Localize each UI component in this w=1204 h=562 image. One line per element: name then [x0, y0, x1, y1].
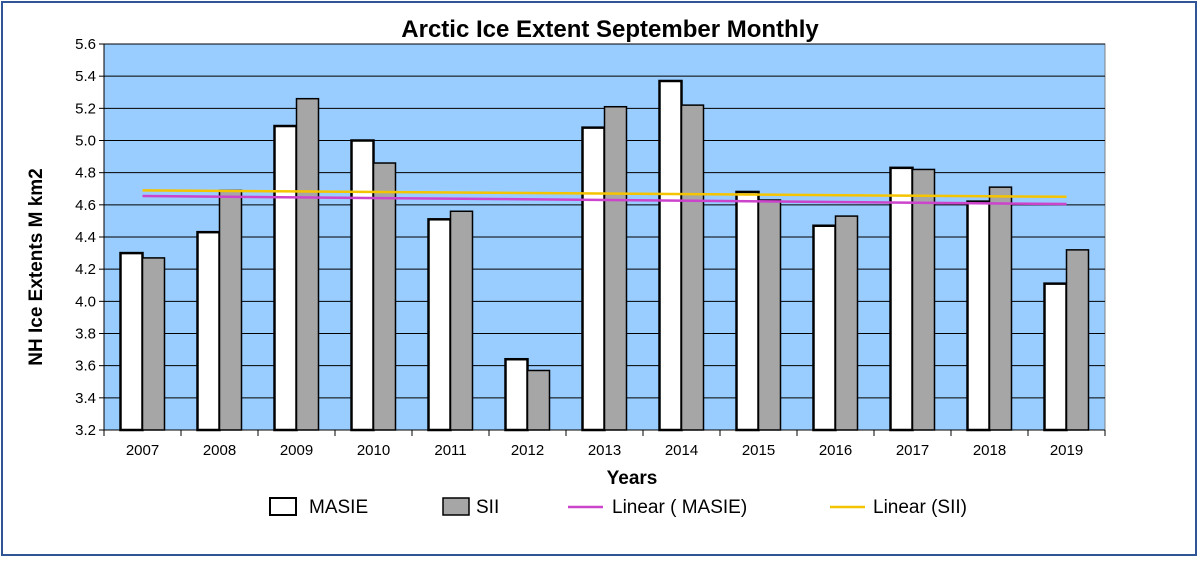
- bar-sii-2016: [834, 215, 859, 431]
- x-tick-label: 2008: [203, 442, 236, 459]
- x-tick-label: 2009: [280, 442, 313, 459]
- trendlines: [142, 189, 1067, 206]
- bar-sii-2010: [372, 162, 397, 431]
- x-tick-label: 2012: [511, 442, 544, 459]
- bar-sii-2009: [295, 97, 320, 431]
- x-tick-label: 2015: [742, 442, 775, 459]
- x-axis-ticks: 2007 2008 2009 2010 2011 2012 2013 2014 2015 2016…: [103, 429, 1106, 459]
- bar-sii-2007: [141, 257, 166, 431]
- bar-masie-2018: [966, 200, 991, 432]
- legend-swatch-sii: [442, 497, 470, 516]
- bar-sii-2019: [1065, 249, 1090, 431]
- chart-title: Arctic Ice Extent September Monthly: [401, 16, 819, 43]
- bar-masie-2014: [658, 79, 683, 432]
- bar-masie-2010: [350, 139, 375, 432]
- legend-label-sii: SII: [476, 497, 499, 518]
- y-axis-label: NH Ice Extents M km2: [26, 168, 47, 365]
- bar-masie-2013: [581, 126, 606, 432]
- x-tick-label: 2010: [357, 442, 390, 459]
- x-tick-label: 2011: [434, 442, 466, 459]
- y-tick-label: 5.4: [75, 68, 96, 85]
- bar-sii-2018: [988, 186, 1013, 431]
- x-tick-label: 2019: [1050, 442, 1083, 459]
- bar-masie-2019: [1043, 282, 1068, 432]
- bar-sii-2013: [603, 105, 628, 431]
- bar-masie-2009: [273, 124, 298, 432]
- x-tick-label: 2013: [588, 442, 621, 459]
- y-tick-label: 3.2: [75, 422, 96, 439]
- bar-masie-2011: [427, 218, 452, 432]
- bar-masie-2015: [735, 190, 760, 432]
- bar-sii-2012: [526, 369, 551, 431]
- x-tick-label: 2017: [896, 442, 929, 459]
- bar-masie-2017: [889, 166, 914, 432]
- trendline-linear-sii: [142, 189, 1067, 199]
- bar-masie-2008: [196, 230, 221, 432]
- bar-masie-2016: [812, 224, 837, 432]
- x-tick-label: 2016: [819, 442, 852, 459]
- x-tick-label: 2014: [665, 442, 698, 459]
- legend-label-linear-sii: Linear (SII): [873, 497, 967, 518]
- bar-masie-2007: [119, 251, 144, 432]
- x-tick-label: 2007: [126, 442, 159, 459]
- trendline-linear-masie: [142, 194, 1067, 206]
- legend-label-masie: MASIE: [309, 497, 368, 518]
- bars: [119, 79, 1090, 432]
- bar-masie-2012: [504, 357, 529, 432]
- y-tick-label: 4.8: [75, 165, 96, 182]
- y-tick-label: 3.6: [75, 358, 96, 375]
- y-axis-ticks: 3.2 3.4 3.6 3.8 4.0 4.2 4.4 4.6 4.8 5.0 5.2 5.4 5.6: [75, 36, 105, 439]
- legend: MASIE SII Linear ( MASIE) Linear (SII): [269, 497, 967, 518]
- bar-sii-2008: [218, 189, 243, 431]
- y-tick-label: 4.2: [75, 261, 96, 278]
- legend-swatch-masie: [269, 497, 297, 516]
- bar-sii-2014: [680, 104, 705, 431]
- y-tick-label: 5.6: [75, 36, 96, 53]
- bar-sii-2015: [757, 199, 782, 431]
- bar-sii-2011: [449, 210, 474, 431]
- y-tick-label: 4.4: [75, 229, 96, 246]
- y-tick-label: 4.6: [75, 197, 96, 214]
- bar-sii-2017: [911, 168, 936, 431]
- y-tick-label: 4.0: [75, 293, 96, 310]
- y-tick-label: 3.8: [75, 326, 96, 343]
- x-axis-label: Years: [607, 468, 658, 489]
- y-tick-label: 5.0: [75, 133, 96, 150]
- y-tick-label: 3.4: [75, 390, 96, 407]
- x-tick-label: 2018: [973, 442, 1006, 459]
- y-tick-label: 5.2: [75, 100, 96, 117]
- legend-label-linear-masie: Linear ( MASIE): [612, 497, 747, 518]
